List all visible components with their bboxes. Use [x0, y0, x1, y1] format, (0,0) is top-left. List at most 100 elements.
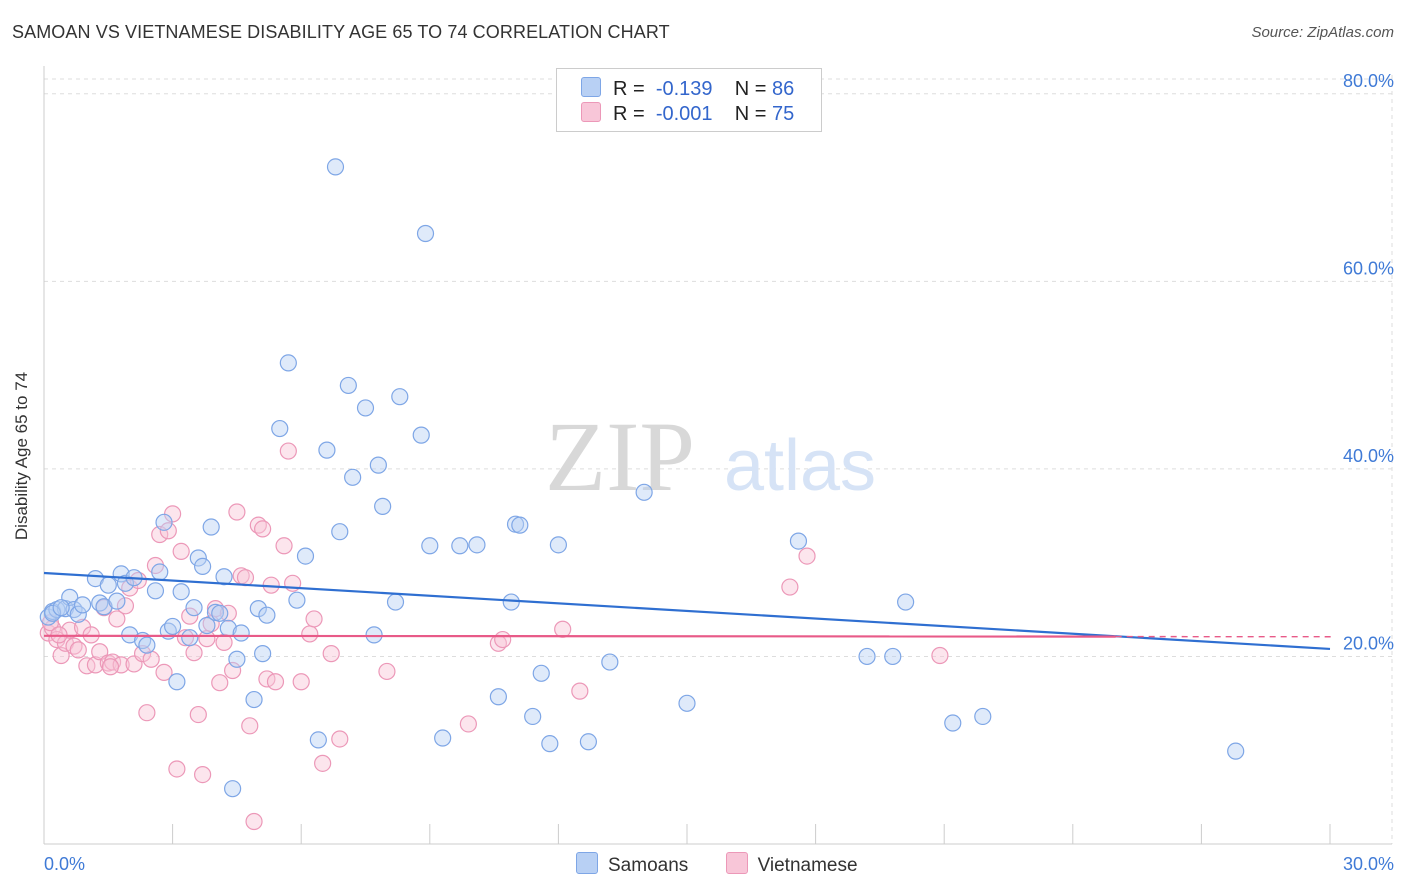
samoans-point [211, 604, 229, 622]
samoans-legend-label: Samoans [608, 855, 689, 876]
source-label: Source: ZipAtlas.com [1251, 24, 1394, 41]
vietnamese-point [459, 715, 477, 733]
vietnamese-point [322, 645, 340, 663]
vietnamese-point [176, 629, 195, 647]
vietnamese-point [554, 620, 572, 638]
samoans-legend-swatch [576, 852, 598, 874]
vietnamese-point [194, 766, 212, 784]
samoans-point [502, 593, 520, 611]
vietnamese-point [279, 442, 297, 460]
vietnamese-point [86, 656, 105, 674]
samoans-point [451, 537, 469, 555]
series-legend: Samoans Vietnamese [576, 852, 890, 877]
samoans-point [386, 593, 405, 611]
samoans-point [601, 653, 619, 671]
x-tick-label-max: 30.0% [1343, 854, 1394, 874]
samoans-point [944, 714, 962, 732]
samoans-point [309, 731, 327, 749]
vietnamese-legend-swatch [725, 852, 748, 874]
vietnamese-point [168, 760, 186, 778]
vietnamese-point [301, 625, 319, 643]
samoans-point [181, 629, 199, 647]
vietnamese-point [181, 607, 199, 625]
samoans-point [339, 376, 357, 395]
legend-item-vietnamese[interactable]: Vietnamese [725, 852, 858, 877]
samoans-point [897, 593, 915, 611]
samoans-points [39, 158, 1245, 798]
legend-row-samoans: R = -0.139 N = 86 [581, 77, 794, 101]
grid-lines [44, 75, 1393, 844]
samoans-point [155, 513, 173, 531]
vietnamese-point [185, 644, 203, 662]
vietnamese-point [108, 610, 126, 628]
vietnamese-point [138, 704, 156, 722]
y-axis-label: Disability Age 65 to 74 [12, 371, 31, 541]
samoans-point [249, 600, 267, 618]
legend-item-samoans[interactable]: Samoans [576, 852, 688, 877]
samoans-point [789, 532, 808, 550]
samoans-point [73, 596, 92, 614]
r-label: R = [613, 78, 645, 100]
samoans-point [374, 497, 392, 515]
x-tick-label-min: 0.0% [44, 854, 85, 874]
vietnamese-point [571, 682, 589, 700]
legend-row-vietnamese: R = -0.001 N = 75 [581, 102, 794, 126]
samoans-point [43, 604, 62, 622]
samoans-point [1227, 742, 1245, 760]
samoans-point [108, 592, 126, 610]
vietnamese-point [275, 537, 293, 555]
samoans-point [344, 468, 362, 486]
vietnamese-point [305, 610, 323, 628]
chart-title: SAMOAN VS VIETNAMESE DISABILITY AGE 65 T… [12, 22, 670, 42]
vietnamese-point [314, 754, 332, 772]
samoans-point [524, 707, 542, 726]
samoans-point [541, 735, 559, 753]
vietnamese-point [798, 547, 816, 565]
samoans-point [356, 399, 375, 417]
samoans-point [489, 688, 507, 706]
samoans-point [168, 673, 186, 691]
samoans-point [468, 536, 486, 554]
vietnamese-point [331, 730, 349, 748]
samoans-point [258, 606, 276, 624]
samoans-point [318, 441, 336, 459]
samoans-point [288, 591, 306, 609]
samoans-point [138, 636, 156, 654]
samoans-point [279, 354, 297, 372]
samoans-point [146, 582, 165, 600]
samoans-point [164, 617, 182, 636]
samoans-r-value: -0.139 [655, 78, 713, 100]
vietnamese-r-value: -0.001 [655, 103, 713, 125]
r-label: R = [613, 103, 645, 125]
samoans-point [678, 694, 696, 712]
samoans-point [369, 456, 387, 474]
samoans-point [858, 647, 876, 666]
samoans-point [391, 388, 409, 406]
samoans-point [172, 583, 190, 601]
samoans-n-value: 86 [772, 78, 795, 100]
vietnamese-point [241, 717, 259, 735]
samoans-swatch [581, 77, 601, 97]
vietnamese-point [236, 569, 255, 587]
samoans-point [224, 780, 242, 798]
samoans-point [434, 729, 452, 747]
samoans-point [198, 616, 216, 635]
samoans-point [421, 537, 439, 555]
samoans-point [412, 426, 430, 444]
vietnamese-point [378, 662, 396, 681]
vietnamese-point [245, 812, 263, 831]
vietnamese-point [292, 673, 310, 691]
vietnamese-point [78, 657, 96, 675]
samoans-point [579, 733, 598, 751]
samoans-point [635, 483, 653, 501]
vietnamese-point [189, 705, 207, 724]
samoans-point [202, 518, 220, 536]
samoans-point [974, 707, 992, 726]
vietnamese-point [112, 656, 130, 674]
y-tick-label: 20.0% [1343, 633, 1394, 653]
samoans-point [194, 557, 212, 576]
vietnamese-point [931, 646, 949, 665]
samoans-point [549, 536, 568, 554]
samoans-point [271, 419, 289, 438]
